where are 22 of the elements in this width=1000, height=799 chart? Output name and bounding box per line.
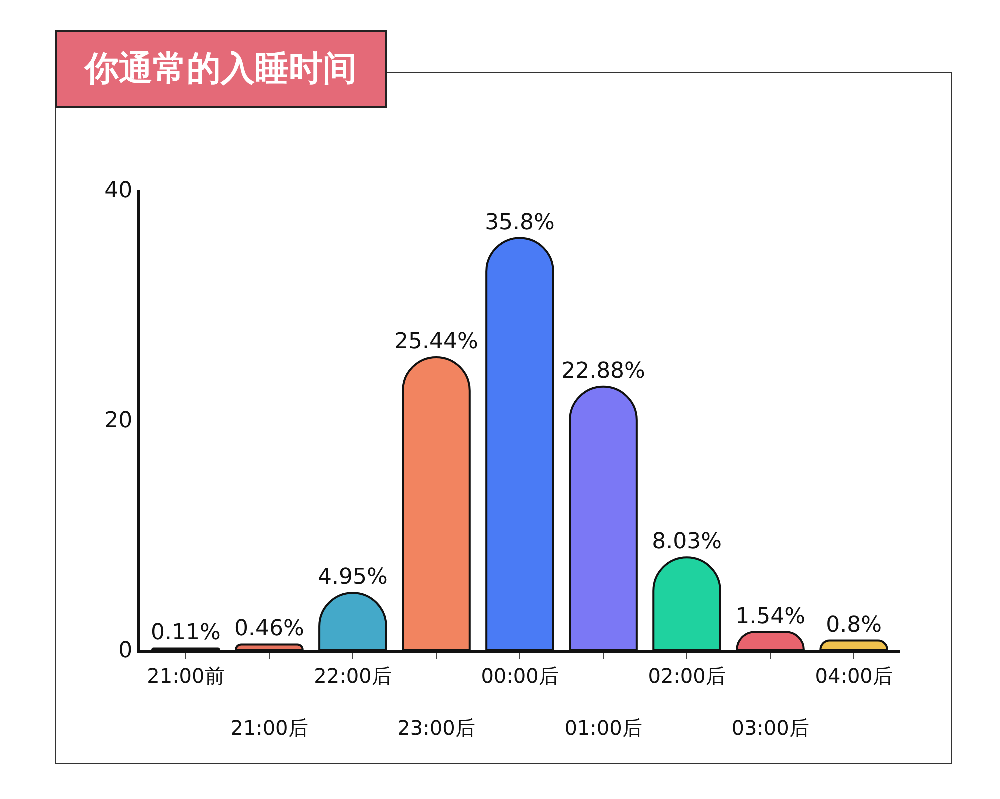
data-label: 0.11% (150, 620, 221, 646)
x-tick-label: 22:00后 (314, 664, 392, 688)
y-tick-label: 0 (118, 638, 133, 664)
x-tick-label: 04:00后 (815, 664, 893, 688)
data-label: 0.46% (234, 616, 304, 642)
data-label: 1.54% (736, 604, 806, 630)
x-tick-label: 21:00后 (230, 716, 308, 740)
y-tick-label: 40 (104, 178, 133, 204)
data-label: 35.8% (485, 210, 555, 236)
data-label: 25.44% (394, 329, 478, 354)
y-tick-label: 20 (104, 408, 133, 434)
x-tick-label: 01:00后 (564, 716, 642, 740)
data-label: 0.8% (826, 612, 882, 638)
chart-title: 你通常的入睡时间 (55, 30, 387, 108)
data-label: 22.88% (562, 358, 646, 384)
data-label: 4.95% (318, 565, 388, 590)
x-tick-label: 02:00后 (648, 664, 726, 688)
x-tick-label: 21:00前 (147, 664, 225, 688)
x-tick-label: 03:00后 (732, 716, 810, 740)
x-tick-label: 00:00后 (481, 664, 559, 688)
data-label: 8.03% (652, 530, 722, 555)
x-tick-label: 23:00后 (398, 716, 476, 740)
